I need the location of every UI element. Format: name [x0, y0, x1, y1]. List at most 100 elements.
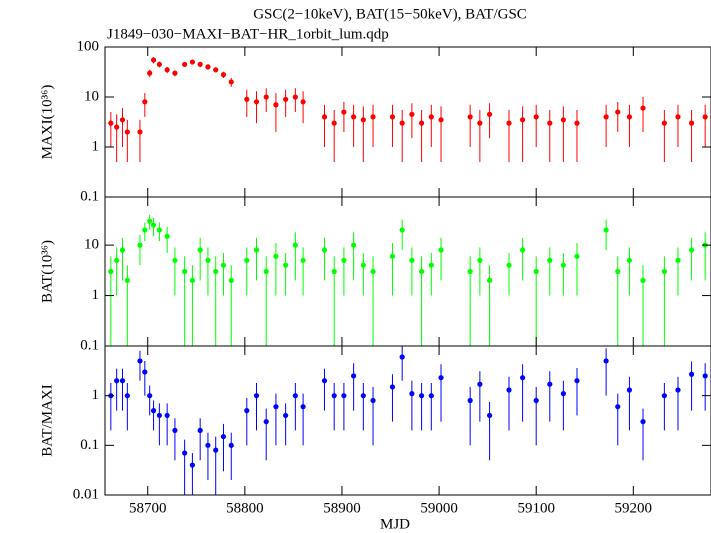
data-point	[182, 61, 188, 67]
data-point	[626, 257, 633, 263]
data-point	[341, 257, 347, 263]
data-point	[560, 117, 566, 123]
data-point	[283, 96, 289, 102]
plot-area	[108, 346, 708, 495]
data-point	[418, 268, 425, 275]
data-point	[574, 253, 580, 259]
data-point	[108, 120, 114, 126]
data-point	[220, 72, 227, 78]
data-point	[486, 111, 493, 117]
data-point	[197, 61, 203, 67]
data-point	[172, 427, 178, 433]
data-point	[626, 387, 633, 393]
data-point	[519, 375, 526, 381]
data-point	[389, 114, 396, 120]
data-point	[197, 427, 203, 433]
data-point	[360, 117, 366, 123]
data-point	[603, 114, 609, 120]
data-point	[533, 397, 539, 404]
data-point	[119, 117, 126, 123]
x-tick-label: 58800	[226, 500, 264, 516]
data-point	[428, 262, 434, 268]
data-point	[147, 218, 153, 224]
data-point	[114, 124, 120, 130]
data-point	[150, 408, 157, 414]
x-tick-label: 58700	[129, 500, 167, 516]
data-point	[182, 268, 188, 275]
data-point	[418, 120, 425, 126]
data-point	[428, 114, 434, 120]
data-point	[533, 268, 539, 275]
data-point	[341, 393, 347, 399]
y-tick-label: 0.1	[80, 437, 99, 453]
data-point	[172, 70, 178, 76]
y-tick-label: 1	[92, 138, 100, 154]
y-axis-label: BAT/MAXI	[39, 384, 55, 457]
data-point	[205, 442, 211, 448]
y-tick-label: 10	[84, 88, 99, 104]
data-point	[438, 375, 444, 381]
data-point	[228, 442, 234, 448]
data-point	[351, 373, 357, 379]
data-point	[389, 253, 396, 259]
panel-frame	[104, 46, 711, 198]
data-point	[418, 393, 425, 399]
data-point	[519, 247, 526, 253]
data-point	[506, 120, 512, 126]
data-point	[124, 129, 130, 135]
data-point	[467, 397, 473, 404]
data-point	[560, 391, 566, 397]
data-point	[688, 247, 695, 253]
data-point	[688, 120, 695, 126]
data-point	[438, 117, 444, 123]
data-point	[615, 268, 621, 275]
x-tick-label: 59100	[517, 500, 555, 516]
data-point	[220, 262, 227, 268]
data-point	[399, 227, 405, 233]
data-point	[273, 102, 279, 108]
data-point	[172, 257, 178, 263]
data-point	[360, 262, 366, 268]
data-point	[189, 59, 196, 65]
plot-area	[108, 57, 708, 163]
data-point	[640, 277, 646, 283]
data-point	[702, 114, 708, 120]
data-point	[119, 247, 126, 253]
data-point	[661, 268, 667, 275]
data-point	[205, 257, 211, 263]
chart-title: GSC(2−10keV), BAT(15−50keV), BAT/GSC	[253, 6, 527, 22]
data-point	[702, 373, 708, 379]
data-point	[119, 378, 126, 384]
data-point	[626, 114, 633, 120]
data-point	[331, 268, 337, 275]
y-tick-label: 1	[92, 287, 100, 303]
data-point	[197, 247, 203, 253]
data-point	[321, 247, 328, 253]
data-point	[399, 354, 405, 360]
x-axis-label: MJD	[380, 516, 410, 532]
data-point	[220, 433, 227, 440]
y-axis-label: MAXI(10³⁶)	[39, 85, 55, 160]
data-point	[370, 397, 376, 404]
data-point	[124, 393, 130, 399]
data-point	[142, 99, 148, 105]
data-point	[547, 257, 553, 263]
data-point	[263, 268, 269, 275]
data-point	[547, 120, 553, 126]
y-tick-label: 0.1	[80, 337, 99, 353]
data-point	[137, 129, 143, 135]
data-point	[189, 277, 196, 283]
data-point	[156, 227, 162, 233]
data-point	[640, 105, 646, 111]
x-tick-label: 58900	[323, 500, 361, 516]
data-point	[124, 277, 130, 283]
data-point	[213, 447, 219, 453]
data-point	[506, 262, 512, 268]
data-point	[253, 393, 260, 399]
data-point	[428, 393, 434, 399]
data-point	[477, 381, 483, 387]
data-point	[300, 404, 306, 410]
data-point	[137, 242, 143, 248]
data-point	[661, 393, 667, 399]
